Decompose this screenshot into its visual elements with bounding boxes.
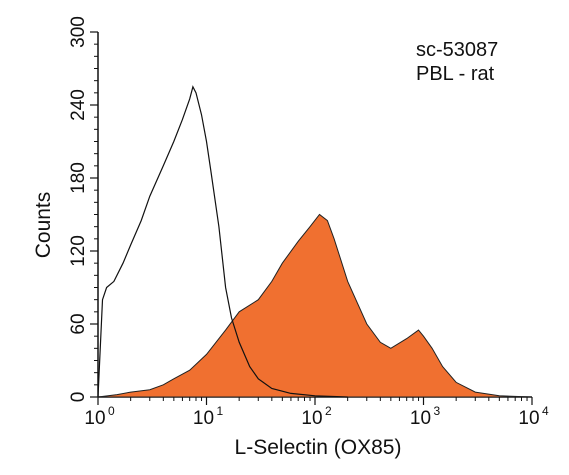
y-tick-label: 120: [68, 235, 89, 267]
series-filled-histogram: [97, 213, 533, 398]
x-tick-label-exponent: 2: [325, 404, 332, 418]
y-tick-label: 180: [68, 162, 89, 194]
x-tick-label-base: 10: [410, 408, 431, 429]
x-tick-label-exponent: 0: [108, 404, 115, 418]
series-outline-histogram: [97, 85, 348, 398]
annotation-catalog: sc-53087: [416, 39, 498, 61]
x-tick-label-base: 10: [193, 408, 214, 429]
y-axis-label: Counts: [32, 192, 55, 259]
y-tick-label: 0: [68, 392, 89, 403]
x-tick-label-base: 10: [84, 408, 105, 429]
x-tick-label-exponent: 3: [434, 404, 441, 418]
y-tick-label: 300: [68, 16, 89, 48]
x-tick-label-exponent: 1: [217, 404, 224, 418]
x-axis-label: L-Selectin (OX85): [235, 436, 402, 459]
annotation-sample: PBL - rat: [416, 63, 495, 85]
y-tick-label: 60: [68, 313, 89, 334]
y-tick-label: 240: [68, 89, 89, 121]
x-tick-label-base: 10: [518, 408, 539, 429]
x-tick-label-exponent: 4: [542, 404, 549, 418]
x-tick-label-base: 10: [301, 408, 322, 429]
data-layer: [97, 85, 533, 398]
